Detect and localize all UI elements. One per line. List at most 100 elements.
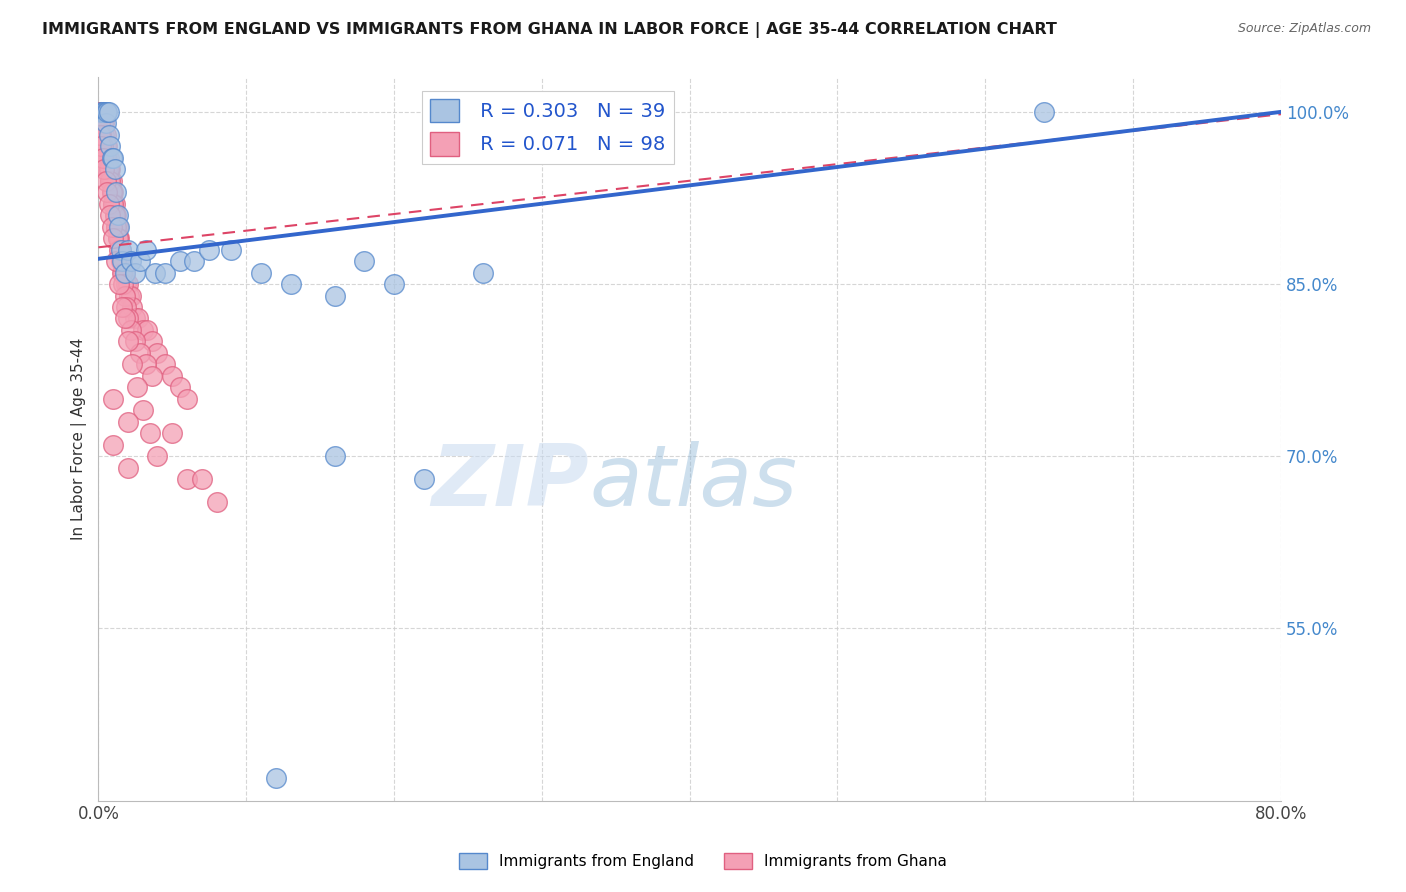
Point xyxy=(107,231,129,245)
Point xyxy=(91,139,114,153)
Point xyxy=(146,346,169,360)
Point xyxy=(141,368,163,383)
Point xyxy=(141,334,163,349)
Point xyxy=(104,208,127,222)
Point xyxy=(115,300,138,314)
Point xyxy=(97,104,120,119)
Point xyxy=(153,266,176,280)
Point xyxy=(97,162,120,177)
Point xyxy=(108,277,131,291)
Text: IMMIGRANTS FROM ENGLAND VS IMMIGRANTS FROM GHANA IN LABOR FORCE | AGE 35-44 CORR: IMMIGRANTS FROM ENGLAND VS IMMIGRANTS FR… xyxy=(42,22,1057,38)
Point xyxy=(98,139,121,153)
Point xyxy=(124,334,146,349)
Point xyxy=(97,196,120,211)
Point xyxy=(198,243,221,257)
Point xyxy=(471,266,494,280)
Point xyxy=(146,449,169,463)
Point xyxy=(105,219,128,234)
Point xyxy=(96,104,118,119)
Point xyxy=(100,174,122,188)
Point xyxy=(135,243,157,257)
Point xyxy=(118,288,141,302)
Point xyxy=(107,231,129,245)
Point xyxy=(111,254,134,268)
Point xyxy=(143,266,166,280)
Y-axis label: In Labor Force | Age 35-44: In Labor Force | Age 35-44 xyxy=(72,338,87,541)
Point xyxy=(264,771,287,785)
Point xyxy=(93,116,115,130)
Point xyxy=(101,438,124,452)
Point xyxy=(96,186,118,200)
Point xyxy=(93,151,115,165)
Point xyxy=(382,277,405,291)
Point xyxy=(94,139,117,153)
Point xyxy=(100,219,122,234)
Point xyxy=(1033,104,1056,119)
Point xyxy=(97,151,120,165)
Point xyxy=(100,186,122,200)
Point xyxy=(131,403,153,417)
Text: Source: ZipAtlas.com: Source: ZipAtlas.com xyxy=(1237,22,1371,36)
Point xyxy=(221,243,243,257)
Point xyxy=(127,311,149,326)
Point xyxy=(353,254,375,268)
Point xyxy=(250,266,273,280)
Point xyxy=(139,426,162,441)
Point xyxy=(108,231,131,245)
Point xyxy=(90,104,112,119)
Point xyxy=(117,243,139,257)
Point xyxy=(115,277,138,291)
Point xyxy=(323,288,346,302)
Point xyxy=(153,358,176,372)
Point xyxy=(205,495,228,509)
Point xyxy=(120,288,142,302)
Point xyxy=(107,208,129,222)
Point xyxy=(101,186,124,200)
Point xyxy=(191,472,214,486)
Point xyxy=(110,243,132,257)
Point xyxy=(96,162,118,177)
Point xyxy=(121,358,143,372)
Point xyxy=(117,311,139,326)
Point xyxy=(90,139,112,153)
Point xyxy=(104,196,127,211)
Point xyxy=(323,449,346,463)
Point xyxy=(94,174,117,188)
Point xyxy=(100,186,122,200)
Point xyxy=(114,266,136,280)
Point xyxy=(111,266,134,280)
Point xyxy=(94,151,117,165)
Point xyxy=(96,139,118,153)
Point xyxy=(124,311,146,326)
Point xyxy=(93,128,115,142)
Point xyxy=(91,116,114,130)
Point xyxy=(125,380,148,394)
Point xyxy=(162,368,184,383)
Point xyxy=(176,472,198,486)
Point xyxy=(96,151,118,165)
Point xyxy=(112,277,135,291)
Point xyxy=(162,426,184,441)
Point xyxy=(89,116,111,130)
Point xyxy=(117,277,139,291)
Point xyxy=(105,186,128,200)
Point xyxy=(111,254,134,268)
Point xyxy=(101,392,124,406)
Point xyxy=(104,208,127,222)
Point xyxy=(112,266,135,280)
Point xyxy=(94,104,117,119)
Point xyxy=(117,334,139,349)
Point xyxy=(169,254,191,268)
Point xyxy=(90,128,112,142)
Point xyxy=(101,151,124,165)
Point xyxy=(108,243,131,257)
Point xyxy=(101,196,124,211)
Point xyxy=(108,219,131,234)
Point xyxy=(98,162,121,177)
Point xyxy=(90,104,112,119)
Point xyxy=(107,219,129,234)
Point xyxy=(105,219,128,234)
Point xyxy=(169,380,191,394)
Point xyxy=(93,162,115,177)
Point xyxy=(105,254,128,268)
